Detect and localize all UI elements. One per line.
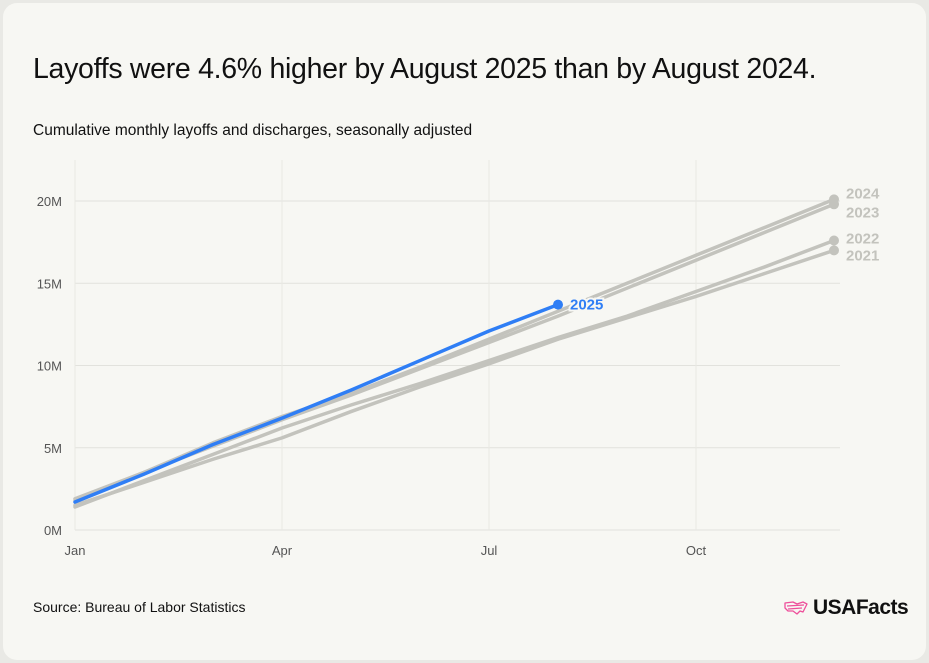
chart-title: Layoffs were 4.6% higher by August 2025 … — [33, 53, 817, 85]
x-tick-label: Oct — [686, 543, 707, 558]
y-tick-label: 0M — [44, 523, 62, 538]
x-tick-label: Jan — [65, 543, 86, 558]
y-tick-label: 5M — [44, 441, 62, 456]
series-label-2022: 2022 — [846, 230, 879, 247]
series-endpoint-2022 — [829, 235, 839, 246]
y-tick-label: 10M — [37, 359, 62, 374]
usa-map-icon — [784, 601, 808, 615]
source-note: Source: Bureau of Labor Statistics — [33, 599, 246, 615]
series-endpoint-2024 — [829, 194, 839, 205]
logo-text: USAFacts — [813, 596, 909, 619]
chart-subtitle: Cumulative monthly layoffs and discharge… — [33, 122, 473, 139]
series-line-2021 — [73, 248, 836, 508]
series-line-2025 — [73, 302, 560, 504]
y-tick-label: 15M — [37, 276, 62, 291]
series-label-2021: 2021 — [846, 247, 879, 264]
x-tick-label: Jul — [481, 543, 498, 558]
chart-card: Layoffs were 4.6% higher by August 2025 … — [3, 3, 926, 660]
series-line-2022 — [73, 238, 836, 509]
series-endpoint-2021 — [829, 245, 839, 256]
series-label-2023: 2023 — [846, 204, 879, 221]
series-label-2024: 2024 — [846, 185, 880, 202]
series-endpoint-2025 — [553, 299, 563, 310]
y-tick-label: 20M — [37, 194, 62, 209]
x-tick-label: Apr — [272, 543, 293, 558]
usafacts-logo: USAFacts — [783, 596, 909, 620]
series-label-2025: 2025 — [570, 297, 603, 314]
